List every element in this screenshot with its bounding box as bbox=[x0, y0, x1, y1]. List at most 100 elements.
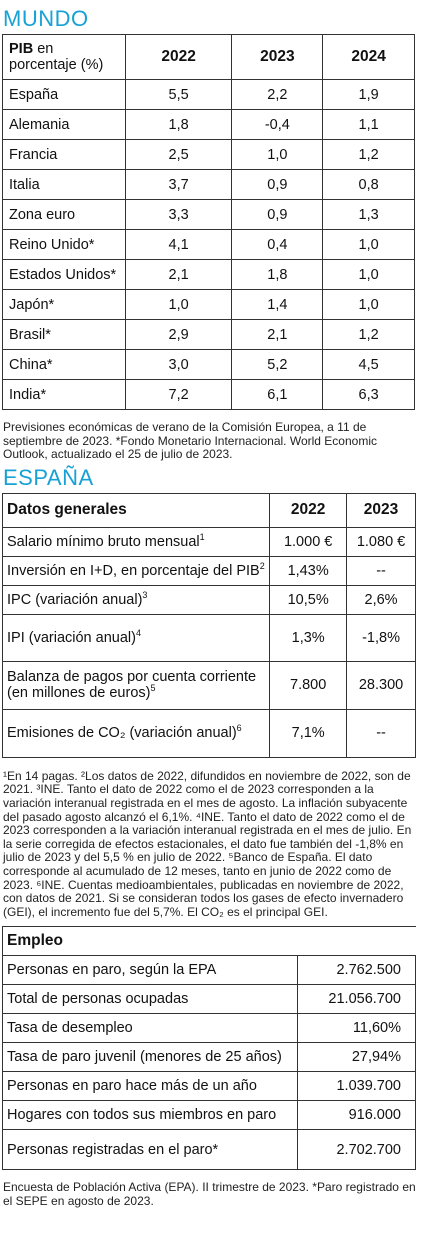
table-cell: 10,5% bbox=[269, 584, 348, 615]
empleo-header: Empleo bbox=[2, 926, 416, 957]
row-label: Total de personas ocupadas bbox=[1, 984, 299, 1015]
year-header: 2022 bbox=[124, 34, 233, 80]
table-cell: 2,1 bbox=[231, 319, 324, 350]
table-row: Estados Unidos* 2,1 1,8 1,0 bbox=[2, 259, 415, 290]
table-cell: 1,2 bbox=[322, 139, 415, 170]
row-label: Tasa de paro juvenil (menores de 25 años… bbox=[1, 1042, 299, 1073]
table-row: Zona euro 3,3 0,9 1,3 bbox=[2, 199, 415, 230]
year-header: 2024 bbox=[322, 34, 415, 80]
table-cell: 1,43% bbox=[269, 555, 348, 586]
row-label: Inversión en I+D, en porcentaje del PIB2 bbox=[1, 555, 271, 586]
table-cell: 2,6% bbox=[346, 584, 416, 615]
year-header: 2023 bbox=[231, 34, 324, 80]
table-cell: -1,8% bbox=[346, 613, 416, 662]
table-cell: 2,5 bbox=[124, 139, 233, 170]
table-cell: 27,94% bbox=[297, 1042, 416, 1073]
row-label: Salario mínimo bruto mensual1 bbox=[1, 526, 271, 557]
table-cell: 2.762.500 bbox=[297, 955, 416, 986]
country-label: Brasil* bbox=[2, 319, 126, 350]
table-row: India* 7,2 6,1 6,3 bbox=[2, 379, 415, 410]
table-cell: 7,1% bbox=[269, 708, 348, 758]
table-cell: 0,8 bbox=[322, 169, 415, 200]
row-label: Emisiones de CO₂ (variación anual)6 bbox=[1, 708, 271, 758]
year-header: 2023 bbox=[346, 492, 416, 528]
table-cell: 3,3 bbox=[124, 199, 233, 230]
table-cell: 4,5 bbox=[322, 349, 415, 380]
table-cell: 1,3% bbox=[269, 613, 348, 662]
table-cell: 1,0 bbox=[124, 289, 233, 320]
table-cell: 0,9 bbox=[231, 169, 324, 200]
row-label: IPI (variación anual)4 bbox=[1, 613, 271, 662]
mundo-table: PIB en porcentaje (%) 2022 2023 2024 Esp… bbox=[2, 34, 415, 410]
table-cell: 1,1 bbox=[322, 109, 415, 140]
espana-table: Datos generales 2022 2023 Salario mínimo… bbox=[1, 492, 416, 758]
section-title-mundo: MUNDO bbox=[3, 6, 89, 31]
mundo-header-row: PIB en porcentaje (%) 2022 2023 2024 bbox=[2, 34, 415, 80]
espana-header-label: Datos generales bbox=[1, 492, 271, 528]
table-cell: 0,9 bbox=[231, 199, 324, 230]
row-label: Personas en paro hace más de un año bbox=[1, 1071, 299, 1102]
mundo-header-label: PIB en porcentaje (%) bbox=[2, 34, 126, 80]
table-row: Brasil* 2,9 2,1 1,2 bbox=[2, 319, 415, 350]
country-label: Alemania bbox=[2, 109, 126, 140]
table-cell: 7,2 bbox=[124, 379, 233, 410]
table-cell: 2,2 bbox=[231, 79, 324, 110]
section-title-espana: ESPAÑA bbox=[3, 464, 94, 490]
table-cell: 2.702.700 bbox=[297, 1129, 416, 1171]
row-label: Personas registradas en el paro* bbox=[1, 1129, 299, 1171]
row-label: Tasa de desempleo bbox=[1, 1013, 299, 1044]
row-label: Hogares con todos sus miembros en paro bbox=[1, 1100, 299, 1131]
table-cell: 7.800 bbox=[269, 660, 348, 710]
table-cell: 916.000 bbox=[297, 1100, 416, 1131]
table-row: Personas en paro hace más de un año 1.039… bbox=[1, 1071, 416, 1102]
table-row: España 5,5 2,2 1,9 bbox=[2, 79, 415, 110]
table-row: Italia 3,7 0,9 0,8 bbox=[2, 169, 415, 200]
table-row: Balanza de pagos por cuenta corriente (e… bbox=[1, 660, 416, 710]
country-label: China* bbox=[2, 349, 126, 380]
table-row: Tasa de paro juvenil (menores de 25 años… bbox=[1, 1042, 416, 1073]
table-cell: 0,4 bbox=[231, 229, 324, 260]
table-row: Total de personas ocupadas 21.056.700 bbox=[1, 984, 416, 1015]
table-cell: 1,9 bbox=[322, 79, 415, 110]
row-label: Personas en paro, según la EPA bbox=[1, 955, 299, 986]
table-cell: 1,8 bbox=[231, 259, 324, 290]
empleo-source-note: Encuesta de Población Activa (EPA). II t… bbox=[3, 1180, 416, 1208]
table-cell: 21.056.700 bbox=[297, 984, 416, 1015]
table-cell: -- bbox=[346, 708, 416, 758]
table-cell: 1,4 bbox=[231, 289, 324, 320]
table-row: IPI (variación anual)4 1,3% -1,8% bbox=[1, 613, 416, 662]
table-cell: 5,5 bbox=[124, 79, 233, 110]
table-row: Japón* 1,0 1,4 1,0 bbox=[2, 289, 415, 320]
country-label: Italia bbox=[2, 169, 126, 200]
country-label: España bbox=[2, 79, 126, 110]
country-label: Francia bbox=[2, 139, 126, 170]
table-cell: 3,0 bbox=[124, 349, 233, 380]
country-label: Japón* bbox=[2, 289, 126, 320]
table-row: Emisiones de CO₂ (variación anual)6 7,1% -… bbox=[1, 708, 416, 758]
table-cell: 11,60% bbox=[297, 1013, 416, 1044]
table-cell: 1,0 bbox=[322, 229, 415, 260]
table-cell: 1,0 bbox=[322, 259, 415, 290]
table-row: Francia 2,5 1,0 1,2 bbox=[2, 139, 415, 170]
country-label: Estados Unidos* bbox=[2, 259, 126, 290]
table-cell: 1,0 bbox=[322, 289, 415, 320]
table-cell: 4,1 bbox=[124, 229, 233, 260]
table-cell: 1.039.700 bbox=[297, 1071, 416, 1102]
table-cell: -- bbox=[346, 555, 416, 586]
table-row: China* 3,0 5,2 4,5 bbox=[2, 349, 415, 380]
table-cell: 2,9 bbox=[124, 319, 233, 350]
empleo-header-row: Empleo bbox=[2, 926, 416, 957]
table-cell: 3,7 bbox=[124, 169, 233, 200]
table-cell: 1,3 bbox=[322, 199, 415, 230]
espana-header-row: Datos generales 2022 2023 bbox=[1, 492, 416, 528]
table-cell: 1,0 bbox=[231, 139, 324, 170]
table-row: Alemania 1,8 -0,4 1,1 bbox=[2, 109, 415, 140]
table-cell: 1.000 € bbox=[269, 526, 348, 557]
table-cell: 5,2 bbox=[231, 349, 324, 380]
table-row: Salario mínimo bruto mensual1 1.000 €1.08… bbox=[1, 526, 416, 557]
table-row: Personas registradas en el paro* 2.702.70… bbox=[1, 1129, 416, 1171]
row-label: Balanza de pagos por cuenta corriente (e… bbox=[1, 660, 271, 710]
table-row: Reino Unido* 4,1 0,4 1,0 bbox=[2, 229, 415, 260]
table-cell: 1.080 € bbox=[346, 526, 416, 557]
table-cell: 2,1 bbox=[124, 259, 233, 290]
